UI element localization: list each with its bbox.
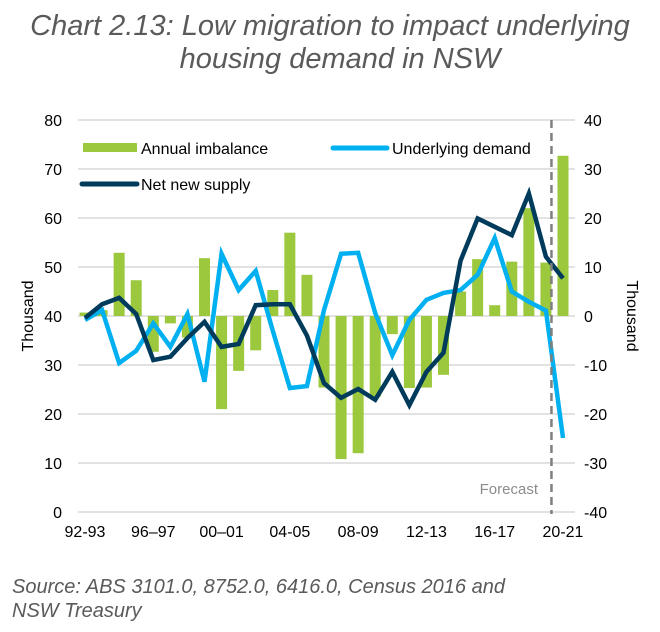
bar-annual-imbalance <box>79 312 91 316</box>
bar-annual-imbalance <box>164 316 176 324</box>
bar-annual-imbalance <box>420 316 432 388</box>
x-tick-label: 00–01 <box>199 524 244 541</box>
y-axis-label-left: Thousand <box>20 280 37 351</box>
y-tick-right: 0 <box>584 309 593 326</box>
bar-annual-imbalance <box>369 316 381 397</box>
y-tick-right: 30 <box>584 162 602 179</box>
x-tick-label: 92-93 <box>65 524 106 541</box>
x-tick-label: 04-05 <box>269 524 310 541</box>
legend-swatch-annual-imbalance <box>83 143 137 152</box>
forecast-annotation: Forecast <box>480 481 539 498</box>
y-tick-right: 40 <box>584 113 602 130</box>
y-tick-right: -10 <box>584 358 607 375</box>
y-axis-label-right: Thousand <box>623 280 640 351</box>
bar-annual-imbalance <box>386 316 398 335</box>
y-tick-left: 50 <box>44 260 62 277</box>
bar-annual-imbalance <box>250 316 262 351</box>
y-tick-left: 20 <box>44 407 62 424</box>
y-tick-left: 10 <box>44 456 62 473</box>
bar-annual-imbalance <box>557 155 569 316</box>
y-tick-right: -20 <box>584 407 607 424</box>
bar-annual-imbalance <box>199 258 210 316</box>
bar-annual-imbalance <box>318 316 330 388</box>
y-tick-left: 40 <box>44 309 62 326</box>
bar-annual-imbalance <box>472 259 484 316</box>
bar-annual-imbalance <box>113 252 125 316</box>
chart-title-line-1: Chart 2.13: Low migration to impact unde… <box>30 10 630 42</box>
bar-annual-imbalance <box>403 316 415 389</box>
y-tick-left: 30 <box>44 358 62 375</box>
bar-annual-imbalance <box>216 316 228 410</box>
y-tick-right: 20 <box>584 211 602 228</box>
y-tick-right: -30 <box>584 456 607 473</box>
bar-annual-imbalance <box>181 316 193 338</box>
bar-annual-imbalance <box>352 316 364 454</box>
x-tick-label: 08-09 <box>338 524 379 541</box>
y-tick-left: 0 <box>53 505 62 522</box>
bar-annual-imbalance <box>301 274 313 316</box>
y-tick-right: 10 <box>584 260 602 277</box>
chart-title-line-2: housing demand in NSW <box>179 43 501 75</box>
x-tick-label: 12-13 <box>406 524 447 541</box>
y-tick-left: 70 <box>44 162 62 179</box>
legend-label-annual-imbalance: Annual imbalance <box>141 141 268 158</box>
bar-annual-imbalance <box>540 262 552 316</box>
y-tick-left: 80 <box>44 113 62 130</box>
bar-annual-imbalance <box>335 316 347 460</box>
y-tick-left: 60 <box>44 211 62 228</box>
y-tick-right: -40 <box>584 505 607 522</box>
bar-annual-imbalance <box>147 316 159 352</box>
bar-annual-imbalance <box>455 291 467 316</box>
bar-annual-imbalance <box>284 232 296 316</box>
x-tick-label: 20-21 <box>543 524 584 541</box>
x-tick-label: 96–97 <box>131 524 176 541</box>
legend-label-underlying-demand: Underlying demand <box>392 141 531 158</box>
source-line-2: NSW Treasury <box>12 600 142 622</box>
source-line-1: Source: ABS 3101.0, 8752.0, 6416.0, Cens… <box>12 576 505 598</box>
x-tick-label: 16-17 <box>474 524 515 541</box>
bar-annual-imbalance <box>130 280 142 316</box>
legend-label-net-new-supply: Net new supply <box>141 177 250 194</box>
bar-annual-imbalance <box>523 208 535 316</box>
bar-annual-imbalance <box>489 305 501 316</box>
